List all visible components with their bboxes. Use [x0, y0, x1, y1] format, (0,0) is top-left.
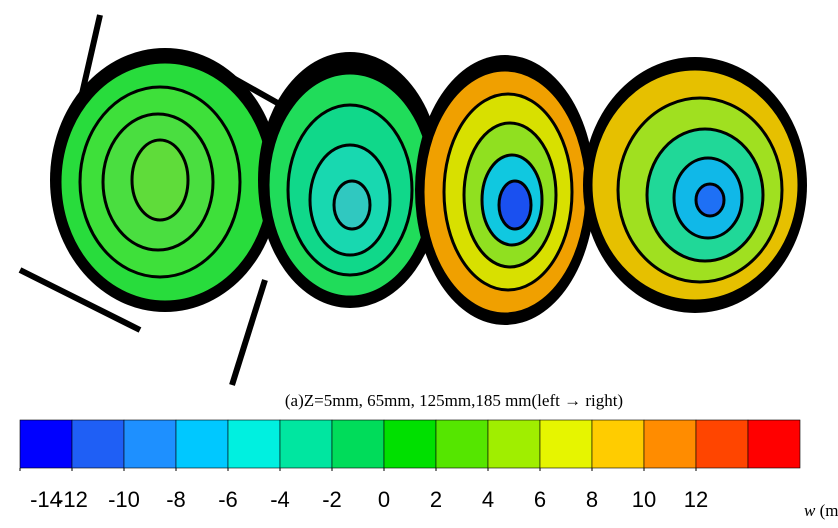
tick-label: -2: [322, 487, 342, 512]
tick-label: 12: [684, 487, 708, 512]
tick-label: -8: [166, 487, 186, 512]
tick-label: -10: [108, 487, 140, 512]
colorbar-segment: [592, 420, 644, 468]
vortex-1: [50, 48, 280, 312]
tick-label: -12: [56, 487, 88, 512]
tick-label: 10: [632, 487, 656, 512]
colorbar-segment: [436, 420, 488, 468]
tick-label: -6: [218, 487, 238, 512]
colorbar-segment: [20, 420, 72, 468]
label-unit: (m/s): [820, 501, 838, 520]
colorbar-segment: [384, 420, 436, 468]
colorbar-segment: [72, 420, 124, 468]
colorbar-segment: [280, 420, 332, 468]
contour-images: [20, 15, 807, 385]
tick-label: 2: [430, 487, 442, 512]
vortex-4: [583, 57, 807, 313]
colorbar-segment: [176, 420, 228, 468]
colorbar-segment: [540, 420, 592, 468]
caption: (a)Z=5mm, 65mm, 125mm,185 mm(left → righ…: [285, 391, 623, 410]
tick-label: 4: [482, 487, 494, 512]
colorbar-segment: [228, 420, 280, 468]
tick-label: 6: [534, 487, 546, 512]
colorbar-segment: [644, 420, 696, 468]
tick-label: 0: [378, 487, 390, 512]
vortex-2: [258, 52, 442, 308]
colorbar-segment: [696, 420, 748, 468]
axis-label: w (m/s): [804, 501, 838, 520]
tick-label: -4: [270, 487, 290, 512]
colorbar-segment: [748, 420, 800, 468]
stray-line: [232, 280, 265, 385]
figure: (a)Z=5mm, 65mm, 125mm,185 mm(left → righ…: [0, 0, 838, 528]
label-variable: w: [804, 501, 816, 520]
vortex-3: [415, 55, 595, 325]
tick-label: 8: [586, 487, 598, 512]
colorbar-segment: [488, 420, 540, 468]
colorbar-segment: [332, 420, 384, 468]
colorbar-segment: [124, 420, 176, 468]
